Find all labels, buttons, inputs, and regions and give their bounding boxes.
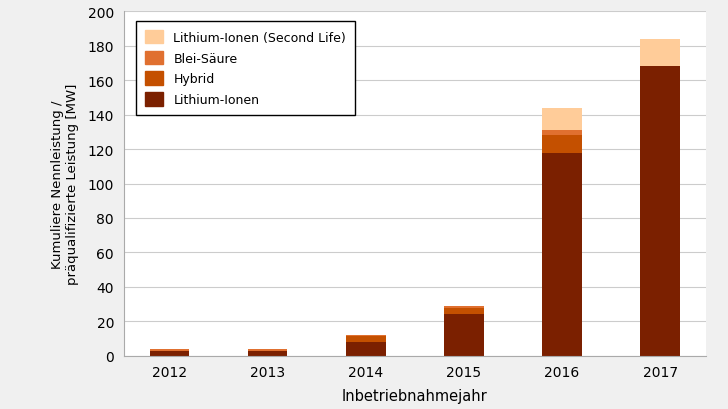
Bar <box>444 308 483 315</box>
Bar <box>641 67 680 356</box>
Legend: Lithium-Ionen (Second Life), Blei-Säure, Hybrid, Lithium-Ionen: Lithium-Ionen (Second Life), Blei-Säure,… <box>136 22 355 116</box>
Bar <box>150 349 189 351</box>
Bar <box>347 342 386 356</box>
Bar <box>542 153 582 356</box>
Bar <box>444 306 483 308</box>
Bar <box>542 136 582 153</box>
Bar <box>347 335 386 336</box>
Bar <box>542 131 582 136</box>
Bar <box>641 40 680 67</box>
Bar <box>150 351 189 356</box>
Bar <box>444 315 483 356</box>
Bar <box>248 349 288 351</box>
Bar <box>248 351 288 356</box>
Bar <box>542 108 582 131</box>
Y-axis label: Kumuliere Nennleistung /
präqualifizierte Leistung [MW]: Kumuliere Nennleistung / präqualifiziert… <box>51 83 79 285</box>
X-axis label: Inbetriebnahmejahr: Inbetriebnahmejahr <box>342 388 488 403</box>
Bar <box>347 336 386 342</box>
